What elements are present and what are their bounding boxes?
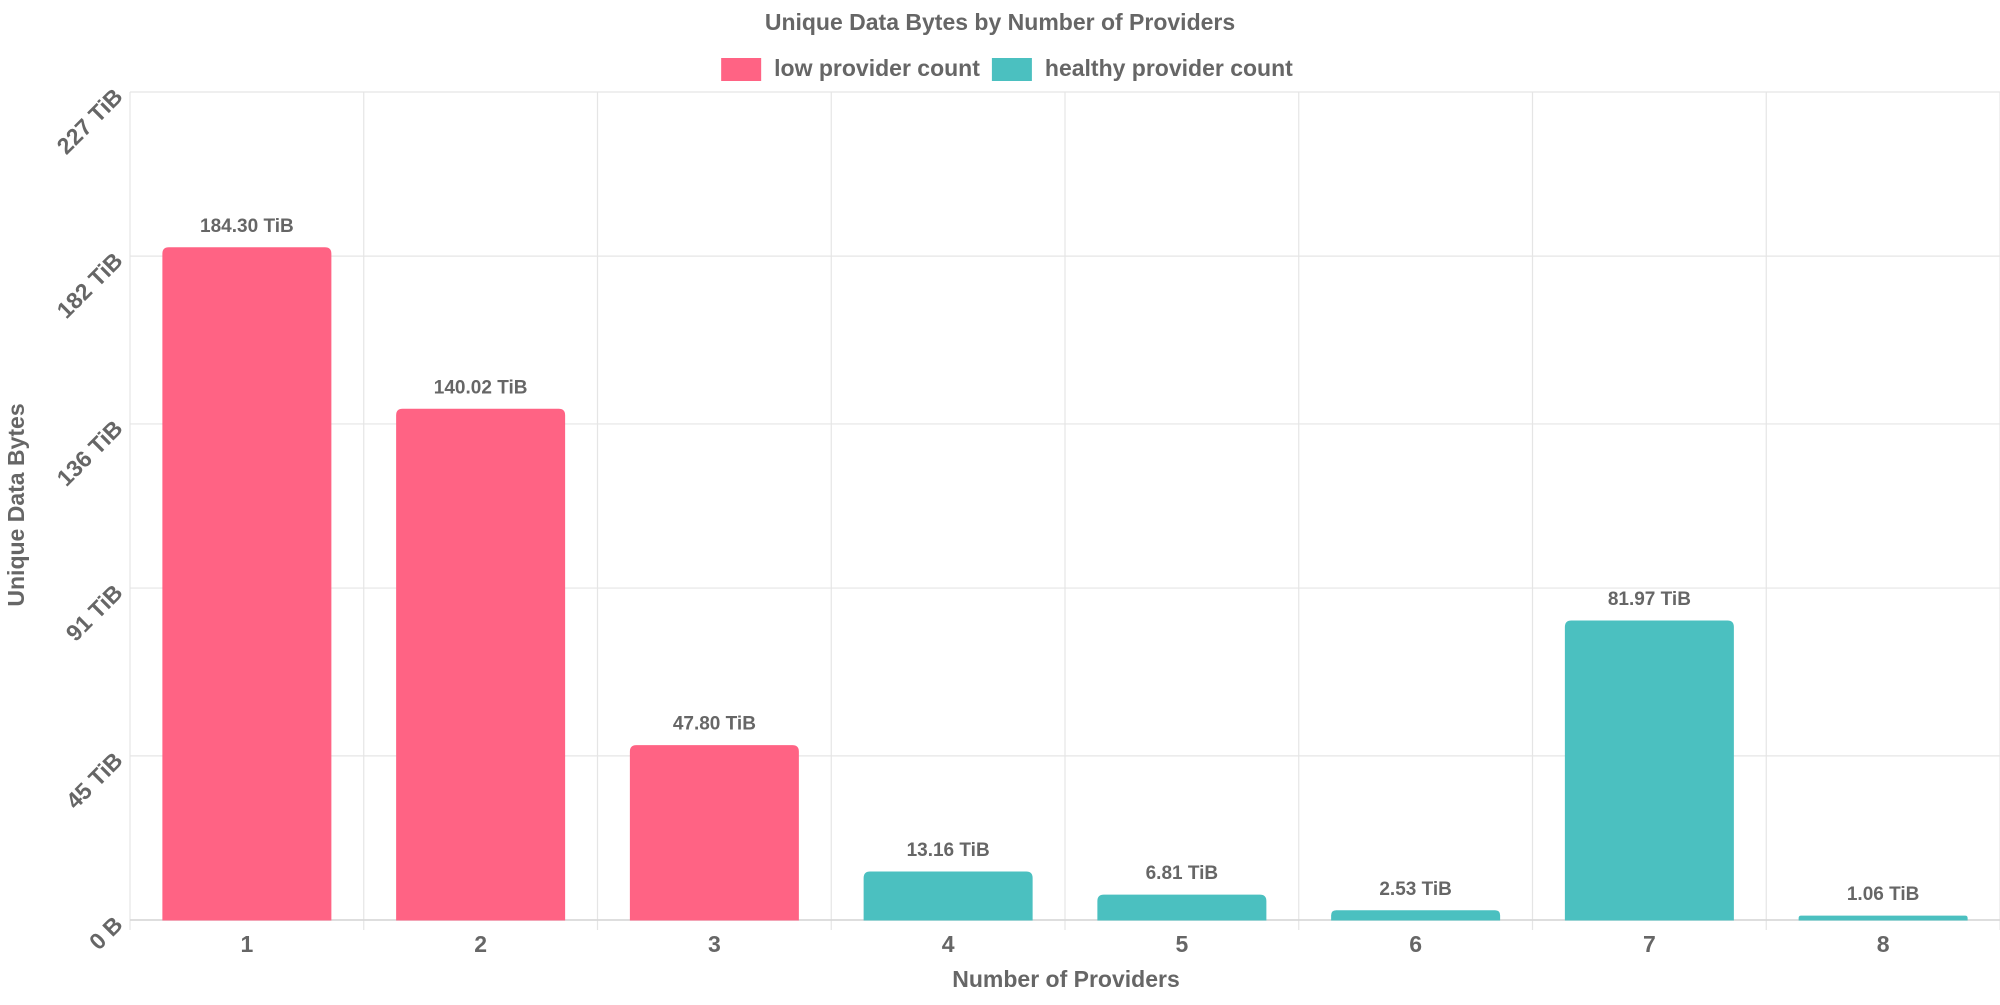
y-tick-label: 227 TiB (52, 83, 128, 159)
y-axis-title: Unique Data Bytes (3, 403, 29, 606)
bar-3[interactable] (629, 745, 799, 921)
x-axis: 1 2 3 4 5 6 7 8 (240, 931, 1889, 957)
bars (162, 247, 1968, 921)
bar-4[interactable] (863, 871, 1033, 921)
data-label-4: 13.16 TiB (907, 840, 990, 861)
bar-8[interactable] (1798, 915, 1968, 921)
chart-title: Unique Data Bytes by Number of Providers (765, 9, 1235, 35)
legend-label-healthy[interactable]: healthy provider count (1045, 55, 1293, 81)
bar-2[interactable] (396, 408, 566, 921)
data-label-3: 47.80 TiB (673, 714, 756, 735)
data-label-7: 81.97 TiB (1608, 589, 1691, 610)
y-axis: 0 B 45 TiB 91 TiB 136 TiB 182 TiB 227 TiB (52, 83, 128, 955)
x-tick-label: 8 (1877, 931, 1890, 957)
x-tick-label: 6 (1409, 931, 1422, 957)
x-tick-label: 4 (942, 931, 955, 957)
x-tick-label: 2 (474, 931, 487, 957)
y-tick-label: 45 TiB (61, 747, 128, 814)
x-tick-label: 5 (1175, 931, 1188, 957)
legend: low provider count healthy provider count (721, 55, 1293, 81)
y-tick-label: 182 TiB (52, 247, 128, 323)
data-labels: 184.30 TiB 140.02 TiB 47.80 TiB 13.16 TiB 6.… (200, 216, 1919, 905)
data-label-1: 184.30 TiB (200, 216, 294, 237)
data-label-5: 6.81 TiB (1146, 863, 1219, 884)
x-tick-label: 3 (708, 931, 721, 957)
x-tick-label: 1 (240, 931, 253, 957)
bar-7[interactable] (1564, 620, 1734, 921)
data-label-2: 140.02 TiB (434, 377, 528, 398)
bar-6[interactable] (1331, 910, 1501, 921)
x-tick-label: 7 (1643, 931, 1656, 957)
y-tick-label: 91 TiB (61, 579, 128, 646)
legend-label-low[interactable]: low provider count (774, 55, 980, 81)
y-tick-label: 0 B (84, 911, 128, 955)
data-label-8: 1.06 TiB (1847, 884, 1920, 905)
data-label-6: 2.53 TiB (1379, 879, 1452, 900)
legend-swatch-healthy[interactable] (991, 58, 1032, 81)
y-tick-label: 136 TiB (52, 415, 128, 491)
bar-5[interactable] (1097, 894, 1267, 921)
x-axis-title: Number of Providers (952, 966, 1180, 992)
bar-1[interactable] (162, 247, 332, 921)
legend-swatch-low[interactable] (721, 58, 762, 81)
